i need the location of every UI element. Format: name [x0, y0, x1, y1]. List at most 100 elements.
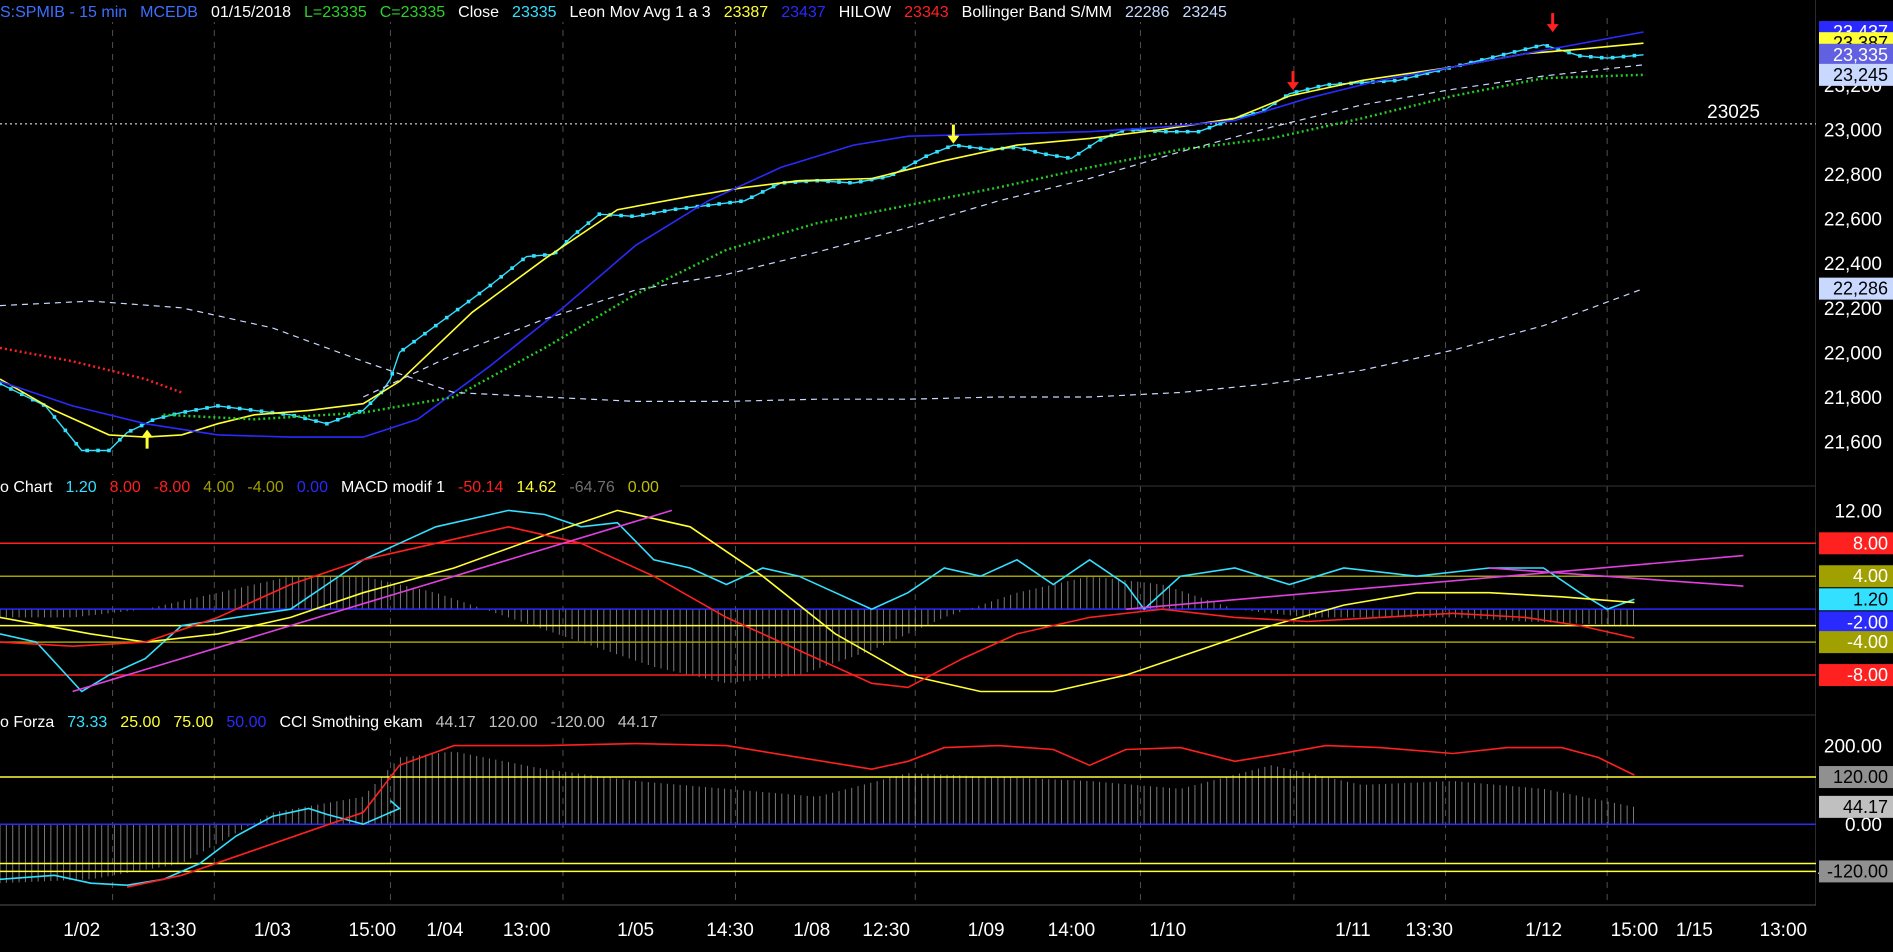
close-marker — [1262, 108, 1266, 113]
legend-item: 23387 — [724, 4, 769, 21]
close-marker — [760, 190, 765, 194]
close-marker — [826, 179, 830, 184]
close-marker — [706, 203, 711, 208]
close-marker — [1621, 54, 1626, 59]
badge-text: 8.00 — [1853, 533, 1888, 553]
legend-item: 4.00 — [203, 479, 234, 496]
close-marker — [488, 283, 493, 288]
badge-text: -4.00 — [1847, 632, 1888, 652]
panel-price: 23025 21,600 21,800 22,000 22,200 22,400 22,60… — [0, 13, 1893, 454]
close-marker — [237, 406, 242, 411]
badge-box — [1819, 795, 1893, 818]
badge-box — [1819, 631, 1893, 654]
close-marker — [259, 409, 264, 414]
arrow-head — [1286, 82, 1299, 91]
legend-item: 22286 — [1125, 4, 1170, 21]
close-marker — [85, 448, 89, 453]
close-marker — [1599, 55, 1604, 60]
x-tick-label: 1/02 — [63, 920, 100, 941]
close-marker — [717, 202, 721, 206]
legend-item: -64.76 — [569, 479, 614, 496]
x-tick-label: 1/05 — [617, 920, 654, 941]
close-marker — [728, 200, 732, 205]
badge-text: 44.17 — [1843, 797, 1888, 817]
value-badge-macd-5: -8.00 — [1819, 664, 1893, 687]
x-tick-label: 1/12 — [1525, 920, 1562, 941]
close-marker — [216, 404, 220, 408]
legend-item: L=23335 — [304, 4, 367, 21]
legend-item: -8.00 — [154, 479, 191, 496]
legend-item: o Forza — [0, 714, 54, 731]
close-marker — [575, 230, 580, 234]
badge-text: 23,245 — [1833, 65, 1888, 85]
x-tick-label: 14:30 — [706, 920, 754, 941]
close-marker — [1316, 84, 1321, 89]
close-marker — [139, 423, 144, 428]
x-tick-label: 15:00 — [1611, 920, 1659, 941]
y-tick-cci-0: 200.00 — [1824, 737, 1882, 758]
close-marker — [227, 405, 231, 410]
y-tick-price-6: 22,800 — [1824, 165, 1882, 186]
close-marker — [1414, 74, 1419, 78]
badge-box — [1819, 63, 1893, 86]
close-marker — [1523, 47, 1528, 52]
close-marker — [521, 257, 525, 262]
close-marker — [390, 371, 395, 376]
x-tick-label: 12:30 — [862, 920, 910, 941]
series-bb_upper — [362, 64, 1644, 398]
close-marker — [771, 184, 776, 189]
series-osc — [0, 509, 1635, 693]
badge-box — [1819, 43, 1893, 66]
legend-item: 44.17 — [436, 714, 476, 731]
x-tick-label: 1/08 — [793, 920, 830, 941]
close-marker — [1131, 128, 1135, 132]
legend-item: Bollinger Band S/MM — [962, 4, 1112, 21]
close-marker — [553, 250, 558, 255]
close-marker — [74, 441, 79, 446]
legend-item: o Chart — [0, 479, 53, 496]
close-marker — [1490, 55, 1495, 60]
x-tick-label: 1/10 — [1149, 920, 1186, 941]
legend-item: 01/15/2018 — [211, 4, 291, 21]
close-marker — [1381, 79, 1386, 84]
close-marker — [1120, 129, 1125, 133]
close-marker — [1164, 129, 1168, 134]
close-marker — [1098, 138, 1103, 142]
legend-item: 14.62 — [516, 479, 556, 496]
close-marker — [1087, 144, 1092, 149]
series-trend1 — [72, 509, 673, 693]
legend-item: -50.14 — [458, 479, 503, 496]
close-marker — [858, 179, 863, 184]
panel-macd: 12.00 8.00 4.00 1.20 -2.00-4.00 -8.00 — [0, 501, 1893, 693]
close-marker — [52, 415, 57, 419]
close-marker — [477, 291, 482, 296]
y-axis-area — [1816, 0, 1893, 952]
close-marker — [281, 412, 286, 416]
close-marker — [1055, 154, 1059, 158]
legend-item: CCI Smothing ekam — [279, 714, 422, 731]
close-marker — [107, 448, 111, 453]
x-tick-label: 1/04 — [426, 920, 463, 941]
close-marker — [434, 323, 438, 328]
legend-item: C=23335 — [380, 4, 445, 21]
x-tick-label: 13:30 — [1405, 920, 1453, 941]
close-marker — [1327, 82, 1332, 87]
close-marker — [1273, 101, 1277, 106]
signal-arrow-down-1 — [947, 124, 960, 144]
value-badge-cci-1: 44.17 — [1819, 795, 1893, 818]
series-trend3 — [1489, 567, 1744, 587]
badge-text: -8.00 — [1847, 665, 1888, 685]
close-marker — [368, 401, 373, 406]
header-cci: o Forza 73.33 25.00 75.00 50.00 CCI Smothing … — [0, 714, 658, 731]
series-macd_red — [0, 525, 1635, 689]
y-tick-price-7: 23,000 — [1824, 120, 1882, 141]
close-marker — [1066, 156, 1070, 160]
reference-line-label: 23025 — [1707, 102, 1760, 123]
close-marker — [205, 406, 209, 410]
x-tick-label: 13:00 — [503, 920, 551, 941]
close-marker — [346, 413, 351, 418]
legend-item: 120.00 — [489, 714, 538, 731]
close-marker — [1578, 54, 1582, 58]
close-marker — [194, 408, 198, 412]
